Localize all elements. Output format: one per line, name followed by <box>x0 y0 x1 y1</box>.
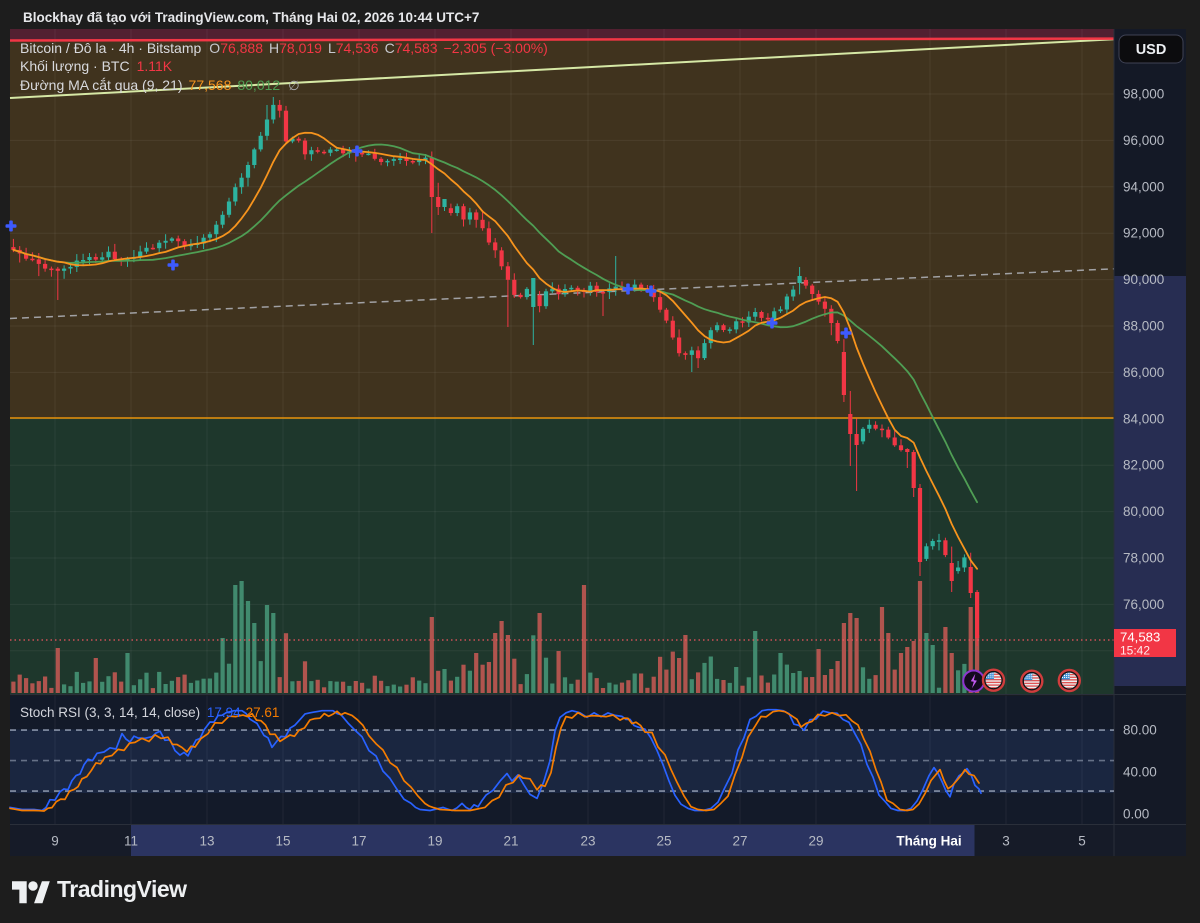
svg-text:92,000: 92,000 <box>1123 226 1164 241</box>
svg-text:5: 5 <box>1078 834 1086 849</box>
svg-text:3: 3 <box>1002 834 1010 849</box>
svg-text:13: 13 <box>199 834 214 849</box>
svg-text:Bitcoin / Đô la · 4h · Bitstam: Bitcoin / Đô la · 4h · Bitstamp O76,888 H7… <box>20 40 548 56</box>
svg-text:96,000: 96,000 <box>1123 133 1164 148</box>
svg-text:9: 9 <box>51 834 59 849</box>
svg-text:23: 23 <box>580 834 595 849</box>
svg-text:21: 21 <box>503 834 518 849</box>
svg-text:98,000: 98,000 <box>1123 87 1164 102</box>
svg-text:17: 17 <box>351 834 366 849</box>
svg-text:86,000: 86,000 <box>1123 365 1164 380</box>
svg-text:80.00: 80.00 <box>1123 723 1157 738</box>
svg-text:11: 11 <box>124 834 138 849</box>
svg-text:19: 19 <box>427 834 442 849</box>
svg-text:TradingView: TradingView <box>57 876 187 902</box>
svg-text:84,000: 84,000 <box>1123 411 1164 426</box>
svg-text:USD: USD <box>1136 42 1167 58</box>
svg-text:Blockhay đã tạo với TradingVie: Blockhay đã tạo với TradingView.com, Thá… <box>23 10 479 25</box>
svg-text:15: 15 <box>275 834 290 849</box>
svg-text:15:42: 15:42 <box>1120 644 1150 658</box>
svg-text:88,000: 88,000 <box>1123 319 1164 334</box>
svg-text:94,000: 94,000 <box>1123 179 1164 194</box>
svg-text:40.00: 40.00 <box>1123 765 1157 780</box>
svg-text:82,000: 82,000 <box>1123 458 1164 473</box>
svg-text:0.00: 0.00 <box>1123 807 1149 822</box>
svg-text:90,000: 90,000 <box>1123 272 1164 287</box>
svg-text:27: 27 <box>732 834 747 849</box>
svg-text:80,000: 80,000 <box>1123 504 1164 519</box>
svg-text:Tháng Hai: Tháng Hai <box>896 834 961 849</box>
svg-text:74,583: 74,583 <box>1120 630 1160 645</box>
svg-text:29: 29 <box>808 834 823 849</box>
svg-text:Đường MA cắt qua (9, 21)77,568: Đường MA cắt qua (9, 21) 77,568 80,012 ∅ <box>20 77 300 93</box>
svg-text:Stoch RSI (3, 3, 14, 14, close: Stoch RSI (3, 3, 14, 14, close) 17.94 27.… <box>20 705 279 720</box>
svg-text:25: 25 <box>656 834 671 849</box>
svg-text:76,000: 76,000 <box>1123 597 1164 612</box>
svg-text:78,000: 78,000 <box>1123 551 1164 566</box>
